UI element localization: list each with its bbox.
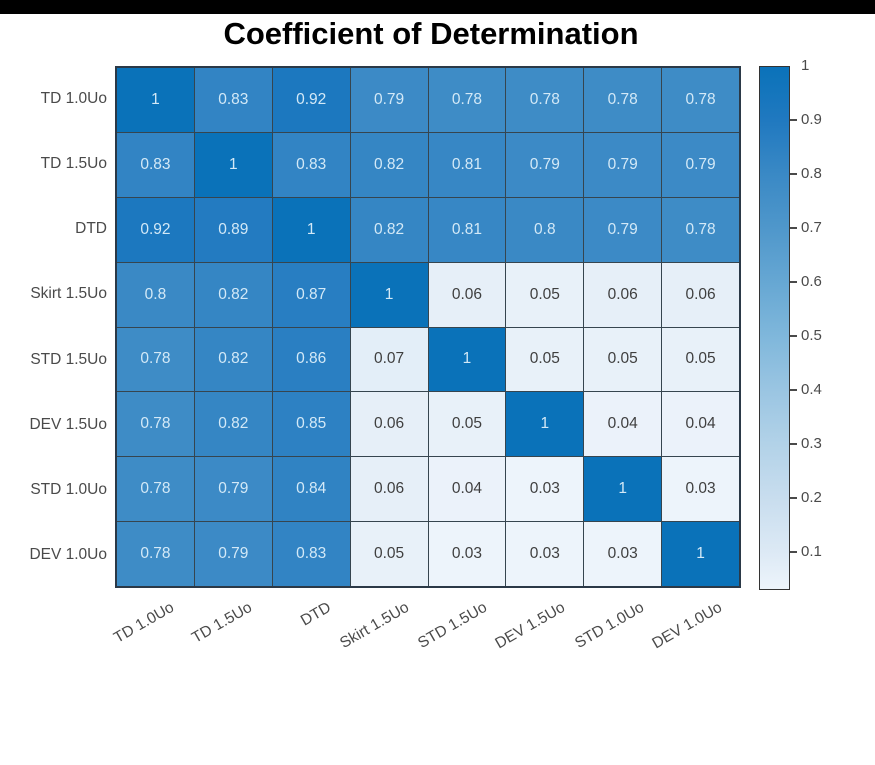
- heatmap-cell: 0.81: [428, 197, 506, 262]
- heatmap-cell: 0.03: [506, 457, 584, 522]
- colorbar: [759, 66, 790, 590]
- heatmap-cell: 0.83: [272, 132, 350, 197]
- colorbar-tick-label: 1: [801, 57, 810, 74]
- heatmap-cell: 0.79: [194, 457, 272, 522]
- heatmap-cell: 0.92: [272, 68, 350, 132]
- heatmap-cell: 1: [117, 68, 194, 132]
- colorbar-tick-label: 0.9: [801, 111, 822, 129]
- colorbar-tick-label: 0.6: [801, 273, 822, 291]
- heatmap-cell: 0.05: [506, 327, 584, 392]
- top-black-bar: [0, 0, 875, 14]
- row-label: STD 1.5Uo: [30, 350, 107, 368]
- colorbar-tick: [790, 443, 797, 446]
- heatmap-cell: 0.79: [506, 132, 584, 197]
- heatmap-cell: 0.06: [350, 392, 428, 457]
- heatmap-cell: 0.78: [117, 327, 194, 392]
- heatmap-cell: 1: [506, 392, 584, 457]
- heatmap-cell: 0.83: [117, 132, 194, 197]
- heatmap-cell: 1: [584, 457, 662, 522]
- heatmap-cell: 0.79: [350, 68, 428, 132]
- colorbar-tick-label: 0.1: [801, 543, 822, 561]
- heatmap-cell: 0.78: [506, 68, 584, 132]
- row-label: DTD: [75, 220, 107, 238]
- colorbar-tick: [790, 119, 797, 122]
- heatmap-cell: 0.79: [584, 132, 662, 197]
- heatmap-cell: 0.03: [662, 457, 739, 522]
- heatmap-cell: 0.03: [584, 522, 662, 586]
- heatmap-cell: 0.82: [194, 327, 272, 392]
- heatmap-cell: 0.78: [117, 457, 194, 522]
- heatmap-cell: 0.82: [350, 132, 428, 197]
- heatmap-cell: 0.92: [117, 197, 194, 262]
- colorbar-tick: [790, 551, 797, 554]
- row-label: Skirt 1.5Uo: [30, 285, 107, 303]
- heatmap-cell: 0.05: [662, 327, 739, 392]
- heatmap-cell: 0.85: [272, 392, 350, 457]
- heatmap-cell: 0.78: [117, 522, 194, 586]
- row-label: STD 1.0Uo: [30, 481, 107, 499]
- colorbar-tick: [790, 281, 797, 284]
- colorbar-tick: [790, 335, 797, 338]
- colorbar-tick: [790, 389, 797, 392]
- heatmap-cell: 0.05: [428, 392, 506, 457]
- heatmap-cell: 1: [272, 197, 350, 262]
- heatmap-cell: 0.82: [194, 262, 272, 327]
- row-label: TD 1.5Uo: [40, 154, 107, 172]
- colorbar-tick-label: 0.2: [801, 489, 822, 507]
- heatmap-cell: 0.79: [584, 197, 662, 262]
- heatmap-cell: 0.05: [350, 522, 428, 586]
- heatmap-cell: 1: [350, 262, 428, 327]
- heatmap-cell: 0.06: [350, 457, 428, 522]
- heatmap-cell: 0.89: [194, 197, 272, 262]
- heatmap-cell: 0.81: [428, 132, 506, 197]
- heatmap-cell: 0.03: [428, 522, 506, 586]
- row-label: TD 1.0Uo: [40, 89, 107, 107]
- row-label: DEV 1.5Uo: [29, 415, 107, 433]
- heatmap-cell: 0.82: [194, 392, 272, 457]
- colorbar-tick: [790, 173, 797, 176]
- heatmap-cell: 0.03: [506, 522, 584, 586]
- heatmap-cell: 0.8: [117, 262, 194, 327]
- heatmap-cell: 0.06: [584, 262, 662, 327]
- heatmap-cell: 0.78: [428, 68, 506, 132]
- heatmap-cell: 0.79: [662, 132, 739, 197]
- heatmap-cell: 0.86: [272, 327, 350, 392]
- heatmap-cell: 0.87: [272, 262, 350, 327]
- colorbar-tick-label: 0.8: [801, 165, 822, 183]
- heatmap-cell: 0.04: [584, 392, 662, 457]
- colorbar-tick-label: 0.5: [801, 327, 822, 345]
- heatmap-cell: 0.78: [662, 68, 739, 132]
- heatmap-cell: 0.04: [662, 392, 739, 457]
- heatmap-cell: 0.83: [194, 68, 272, 132]
- heatmap-cell: 0.79: [194, 522, 272, 586]
- heatmap-cell: 0.06: [428, 262, 506, 327]
- heatmap-cell: 1: [194, 132, 272, 197]
- heatmap-cell: 0.04: [428, 457, 506, 522]
- heatmap-cell: 0.8: [506, 197, 584, 262]
- heatmap-cell: 0.78: [662, 197, 739, 262]
- heatmap-cell: 0.78: [117, 392, 194, 457]
- colorbar-tick-label: 0.3: [801, 435, 822, 453]
- heatmap-cell: 0.82: [350, 197, 428, 262]
- colorbar-tick: [790, 497, 797, 500]
- heatmap-cell: 0.83: [272, 522, 350, 586]
- heatmap-cell: 1: [662, 522, 739, 586]
- heatmap-cell: 1: [428, 327, 506, 392]
- heatmap-cell: 0.78: [584, 68, 662, 132]
- chart-title: Coefficient of Determination: [223, 16, 639, 51]
- colorbar-tick-label: 0.4: [801, 381, 822, 399]
- heatmap-cell: 0.05: [584, 327, 662, 392]
- heatmap-cell: 0.05: [506, 262, 584, 327]
- row-label: DEV 1.0Uo: [29, 546, 107, 564]
- heatmap-grid: 1 0.83 0.92 0.79 0.78 0.78 0.78 0.78 0.83 1 0.83 0.…: [115, 66, 741, 588]
- heatmap-cell: 0.07: [350, 327, 428, 392]
- colorbar-tick-label: 0.7: [801, 219, 822, 237]
- colorbar-tick: [790, 227, 797, 230]
- heatmap-cell: 0.84: [272, 457, 350, 522]
- heatmap-cell: 0.06: [662, 262, 739, 327]
